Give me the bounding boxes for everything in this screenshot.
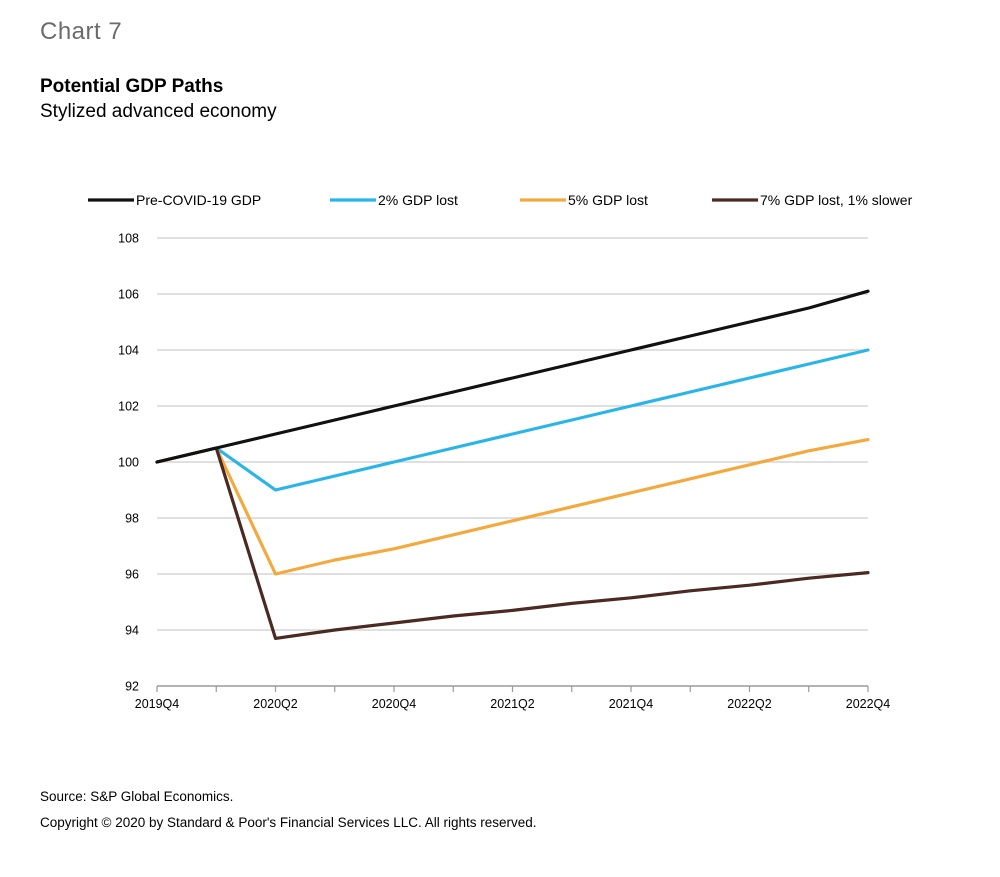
y-tick-label: 100 bbox=[118, 456, 139, 470]
series-line-1 bbox=[155, 348, 870, 492]
series-lines bbox=[155, 289, 870, 641]
x-tick-label: 2020Q4 bbox=[372, 697, 417, 711]
y-tick-label: 92 bbox=[125, 680, 139, 694]
y-tick-label: 108 bbox=[118, 232, 139, 246]
legend-label: 5% GDP lost bbox=[568, 192, 648, 208]
x-tick-label: 2021Q4 bbox=[609, 697, 654, 711]
chart-title: Potential GDP Paths bbox=[40, 76, 224, 97]
legend-label: 2% GDP lost bbox=[378, 192, 458, 208]
chart-number: Chart 7 bbox=[40, 18, 123, 45]
x-tick-label: 2020Q2 bbox=[253, 697, 298, 711]
legend-label: 7% GDP lost, 1% slower bbox=[760, 192, 913, 208]
legend-label: Pre-COVID-19 GDP bbox=[136, 192, 261, 208]
chart-subtitle: Stylized advanced economy bbox=[40, 101, 277, 122]
x-tick-label: 2022Q4 bbox=[846, 697, 891, 711]
x-tick-label: 2019Q4 bbox=[135, 697, 180, 711]
series-line-2 bbox=[155, 438, 870, 576]
copyright-note: Copyright © 2020 by Standard & Poor's Fi… bbox=[40, 815, 537, 830]
series-line-0 bbox=[155, 289, 870, 464]
y-tick-label: 98 bbox=[125, 512, 139, 526]
y-tick-label: 106 bbox=[118, 288, 139, 302]
axes: 92 94 96 98 100 102 104 106 108 2019Q4 2020Q2 2020Q… bbox=[118, 232, 890, 712]
y-tick-label: 96 bbox=[125, 568, 139, 582]
source-note: Source: S&P Global Economics. bbox=[40, 789, 234, 804]
legend: Pre-COVID-19 GDP 2% GDP lost 5% GDP lost 7%… bbox=[88, 192, 913, 208]
gridlines bbox=[157, 237, 868, 631]
x-tick-label: 2022Q2 bbox=[727, 697, 772, 711]
y-tick-label: 102 bbox=[118, 400, 139, 414]
series-line-3 bbox=[155, 446, 870, 641]
y-tick-label: 104 bbox=[118, 344, 139, 358]
x-tick-label: 2021Q2 bbox=[490, 697, 535, 711]
y-tick-label: 94 bbox=[125, 624, 139, 638]
